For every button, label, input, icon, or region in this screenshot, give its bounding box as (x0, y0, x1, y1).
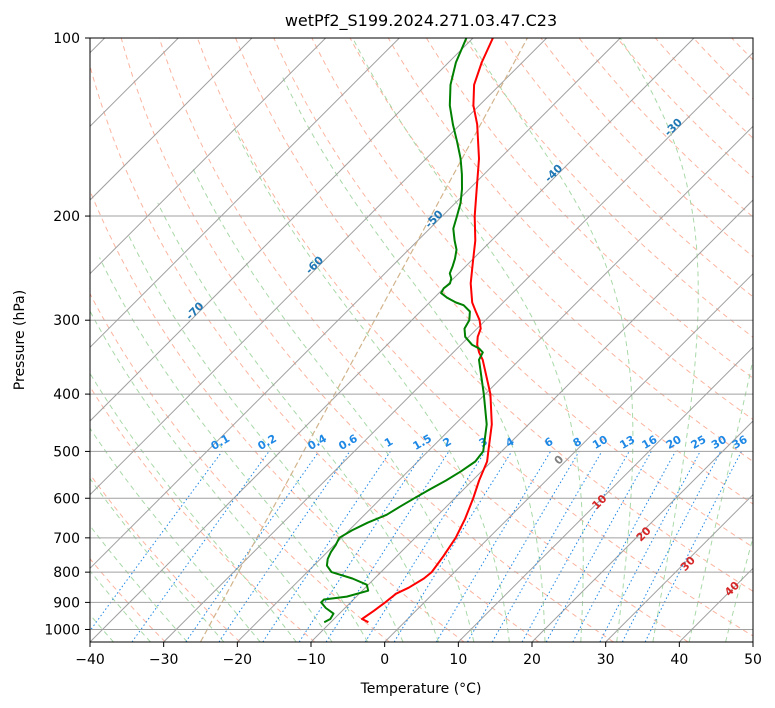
moist-adiabat-line (90, 427, 261, 642)
dry-adiabat-line (197, 38, 753, 637)
x-tick-label: 50 (744, 652, 762, 668)
isotherm-line (531, 420, 753, 642)
mixing-ratio-line (491, 451, 603, 642)
y-tick-label: 300 (53, 313, 80, 329)
profile-series (320, 38, 494, 624)
moist-adiabat-line (688, 357, 753, 642)
y-tick-label: 400 (53, 387, 80, 403)
moist-adiabat-line (90, 372, 297, 642)
moist-adiabat-line (157, 202, 439, 642)
moist-adiabat-line (99, 257, 369, 642)
dewpoint-line (320, 38, 488, 624)
lcl-curve (199, 38, 528, 642)
isotherm-line (90, 38, 621, 570)
moist-adiabat-line (232, 124, 510, 642)
mixing-ratio-line (325, 451, 450, 642)
isotherm-line (163, 51, 753, 642)
x-axis-title: Temperature (°C) (360, 681, 482, 697)
isotherm-line (90, 38, 400, 349)
isotherm-line (90, 38, 327, 275)
isotherm-line (90, 38, 253, 201)
mixing-ratio-line (435, 451, 552, 642)
isotherm-line (310, 199, 753, 642)
y-tick-label: 1000 (44, 622, 80, 638)
y-tick-label: 800 (53, 565, 80, 581)
dry-adiabat-line (158, 38, 689, 642)
dry-adiabat-line (349, 38, 753, 463)
y-axis-title: Pressure (hPa) (12, 290, 28, 390)
moist-adiabat-line (352, 38, 584, 642)
x-tick-label: −10 (296, 652, 326, 668)
isotherm-line (457, 346, 753, 642)
isotherm-line (90, 38, 474, 422)
moist-adiabat-line (90, 477, 225, 642)
dry-adiabat-line (90, 64, 540, 642)
y-tick-label: 600 (53, 491, 80, 507)
mixing-ratio-line (545, 451, 652, 642)
x-tick-label: 0 (380, 652, 389, 668)
x-tick-label: 10 (449, 652, 467, 668)
y-tick-label: 200 (53, 209, 80, 225)
y-tick-label: 700 (53, 531, 80, 547)
dry-adiabat-line (120, 38, 614, 642)
chart-title: wetPf2_S199.2024.271.03.47.C23 (285, 11, 557, 31)
plot-frame (89, 37, 754, 643)
moist-adiabat-line (90, 310, 333, 642)
moist-adiabat-line (725, 535, 753, 642)
x-tick-label: −40 (75, 652, 105, 668)
dry-adiabat-line (90, 385, 316, 642)
mixing-ratio-line (467, 451, 580, 642)
axes: −40 −30 −20 −10 0 10 20 30 40 50 1000 900 800 700 600 5… (44, 31, 762, 668)
mixing-ratio-line (572, 451, 676, 642)
x-tick-label: 40 (670, 652, 688, 668)
dry-adiabat-line (311, 38, 753, 505)
isotherm-line (90, 38, 548, 496)
dry-adiabat-line (235, 38, 753, 592)
isotherm-line (605, 493, 753, 642)
mixing-ratio-line (521, 451, 630, 642)
y-tick-label: 500 (53, 444, 80, 460)
isotherm-line (384, 272, 753, 642)
mixing-ratio-line (393, 451, 513, 642)
moist-adiabat-line (467, 38, 634, 642)
x-tick-label: 30 (597, 652, 615, 668)
isotherm-line (90, 38, 695, 642)
x-tick-label: 20 (523, 652, 541, 668)
mixing-ratio-line (90, 451, 223, 632)
pressure-gridlines (90, 38, 753, 630)
moist-adiabat-line (280, 73, 546, 642)
x-tick-label: −20 (223, 652, 253, 668)
y-tick-label: 100 (53, 31, 80, 47)
moist-adiabat-line (191, 166, 475, 642)
mixing-ratio-line (218, 451, 351, 642)
x-tick-label: −30 (149, 652, 179, 668)
dry-adiabat-line (90, 292, 390, 642)
y-tick-label: 900 (53, 595, 80, 611)
moist-adiabat-line (619, 38, 699, 642)
mixing-ratio-line (364, 451, 486, 642)
mixing-ratio-line (131, 451, 270, 642)
